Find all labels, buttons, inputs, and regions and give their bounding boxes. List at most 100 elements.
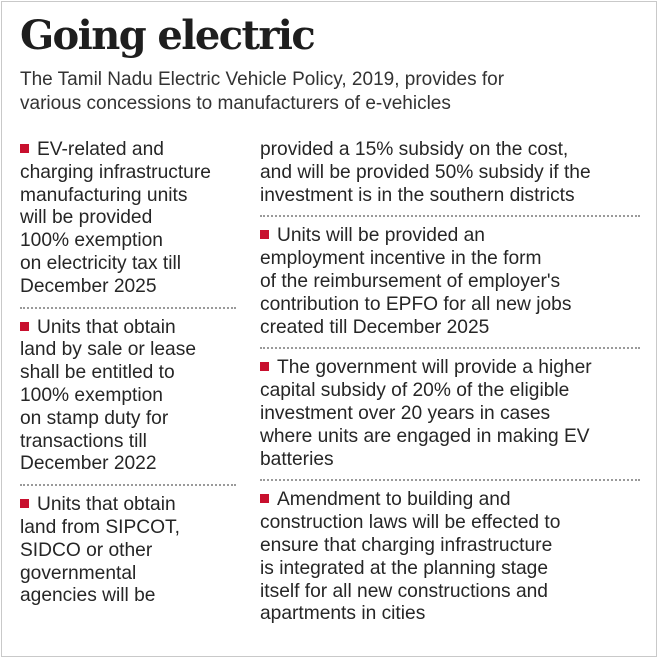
subtitle-line: various concessions to manufacturers of … — [20, 93, 451, 114]
policy-item-line: capital subsidy of 20% of the eligible — [260, 380, 646, 403]
policy-item-text: land from SIPCOT, — [20, 516, 180, 538]
policy-item-line: will be provided — [20, 207, 248, 230]
policy-item-line: employment incentive in the form — [260, 248, 646, 271]
policy-item-text: ensure that charging infrastructure — [260, 534, 553, 556]
policy-item-line: SIDCO or other — [20, 540, 248, 563]
policy-item-text: created till December 2025 — [260, 316, 490, 338]
policy-item-text: investment over 20 years in cases — [260, 402, 551, 424]
policy-item-text: Units will be provided an — [277, 225, 485, 247]
policy-item-text: on stamp duty for — [20, 407, 169, 429]
policy-item-line: EV-related and — [20, 139, 248, 162]
policy-item-line: The government will provide a higher — [260, 357, 646, 380]
policy-item-line: 100% exemption — [20, 385, 248, 408]
policy-item-line: transactions till — [20, 431, 248, 454]
policy-item-text: investment is in the southern districts — [260, 184, 575, 206]
policy-item-line: Units will be provided an — [260, 225, 646, 248]
policy-item-text: 100% exemption — [20, 384, 163, 406]
right-column: provided a 15% subsidy on the cost, and w… — [260, 139, 646, 626]
policy-item-text: contribution to EPFO for all new jobs — [260, 293, 572, 315]
policy-item: Amendment to building and construction la… — [260, 489, 646, 626]
policy-item-text: 100% exemption — [20, 230, 163, 252]
policy-item-line: apartments in cities — [260, 603, 646, 626]
policy-item-text: EV-related and — [37, 139, 164, 160]
red-square-bullet-icon — [20, 144, 29, 153]
policy-item-text: capital subsidy of 20% of the eligible — [260, 380, 570, 402]
policy-item-line: provided a 15% subsidy on the cost, — [260, 139, 646, 162]
policy-item-line: governmental — [20, 563, 248, 586]
policy-item-line: of the reimbursement of employer's — [260, 271, 646, 294]
policy-item: Units will be provided an employment ince… — [260, 225, 646, 339]
policy-item-text: transactions till — [20, 430, 147, 452]
policy-item-line: on stamp duty for — [20, 408, 248, 431]
policy-item: provided a 15% subsidy on the cost, and w… — [260, 139, 646, 207]
policy-item-text: provided a 15% subsidy on the cost, — [260, 139, 569, 160]
policy-item: Units that obtain land by sale or lease sh… — [20, 317, 248, 477]
policy-item-line: contribution to EPFO for all new jobs — [260, 294, 646, 317]
policy-item-line: on electricity tax till — [20, 253, 248, 276]
policy-item-text: itself for all new constructions and — [260, 580, 548, 602]
left-column: EV-related and charging infrastructure man… — [20, 139, 248, 608]
red-square-bullet-icon — [260, 230, 269, 240]
policy-item-line: construction laws will be effected to — [260, 512, 646, 535]
policy-item-line: Units that obtain — [20, 317, 248, 340]
policy-item-line: is integrated at the planning stage — [260, 558, 646, 581]
policy-item-line: land from SIPCOT, — [20, 517, 248, 540]
dotted-separator — [260, 347, 640, 350]
policy-item-text: of the reimbursement of employer's — [260, 270, 561, 292]
policy-item-text: December 2022 — [20, 453, 157, 475]
policy-item: Units that obtain land from SIPCOT, SIDCO … — [20, 494, 248, 608]
policy-item: EV-related and charging infrastructure man… — [20, 139, 248, 299]
subtitle: The Tamil Nadu Electric Vehicle Policy, … — [20, 68, 650, 116]
policy-item-line: Amendment to building and — [260, 489, 646, 512]
subtitle-line: The Tamil Nadu Electric Vehicle Policy, … — [20, 69, 505, 90]
policy-item-line: December 2025 — [20, 276, 248, 299]
policy-item-text: batteries — [260, 448, 334, 470]
policy-item-text: shall be entitled to — [20, 362, 175, 384]
dotted-separator — [260, 215, 640, 218]
policy-item-line: agencies will be — [20, 585, 248, 608]
page-title: Going electric — [20, 12, 316, 59]
policy-item-text: agencies will be — [20, 585, 156, 607]
policy-item-line: batteries — [260, 449, 646, 472]
dotted-separator — [20, 306, 236, 309]
dotted-separator — [260, 479, 640, 482]
policy-item-line: ensure that charging infrastructure — [260, 535, 646, 558]
policy-item: The government will provide a higher capi… — [260, 357, 646, 471]
policy-item-text: Units that obtain — [37, 494, 176, 516]
policy-item-line: December 2022 — [20, 453, 248, 476]
policy-item-text: governmental — [20, 562, 137, 584]
policy-item-text: SIDCO or other — [20, 539, 153, 561]
red-square-bullet-icon — [260, 362, 269, 372]
policy-item-text: will be provided — [20, 207, 153, 229]
policy-item-line: land by sale or lease — [20, 339, 248, 362]
policy-item-line: created till December 2025 — [260, 317, 646, 340]
policy-item-line: charging infrastructure — [20, 162, 248, 185]
red-square-bullet-icon — [20, 499, 29, 509]
policy-item-text: construction laws will be effected to — [260, 512, 561, 534]
red-square-bullet-icon — [260, 494, 269, 504]
policy-item-text: Amendment to building and — [277, 489, 511, 511]
policy-item-text: The government will provide a higher — [277, 357, 592, 379]
policy-item-text: land by sale or lease — [20, 339, 196, 361]
policy-item-text: December 2025 — [20, 275, 157, 297]
policy-item-line: and will be provided 50% subsidy if the — [260, 162, 646, 185]
red-square-bullet-icon — [20, 321, 29, 331]
policy-item-line: itself for all new constructions and — [260, 581, 646, 604]
policy-item-text: employment incentive in the form — [260, 248, 542, 270]
policy-item-text: apartments in cities — [260, 603, 426, 625]
policy-item-line: Units that obtain — [20, 494, 248, 517]
policy-item-text: manufacturing units — [20, 184, 188, 206]
policy-item-text: where units are engaged in making EV — [260, 425, 590, 447]
policy-item-line: 100% exemption — [20, 230, 248, 253]
policy-item-line: shall be entitled to — [20, 362, 248, 385]
policy-item-line: investment is in the southern districts — [260, 185, 646, 208]
policy-item-text: and will be provided 50% subsidy if the — [260, 161, 591, 183]
policy-item-line: investment over 20 years in cases — [260, 403, 646, 426]
policy-item-text: charging infrastructure — [20, 161, 211, 183]
policy-item-line: manufacturing units — [20, 185, 248, 208]
policy-item-line: where units are engaged in making EV — [260, 426, 646, 449]
policy-item-text: on electricity tax till — [20, 252, 182, 274]
policy-item-text: is integrated at the planning stage — [260, 557, 549, 579]
dotted-separator — [20, 484, 236, 487]
